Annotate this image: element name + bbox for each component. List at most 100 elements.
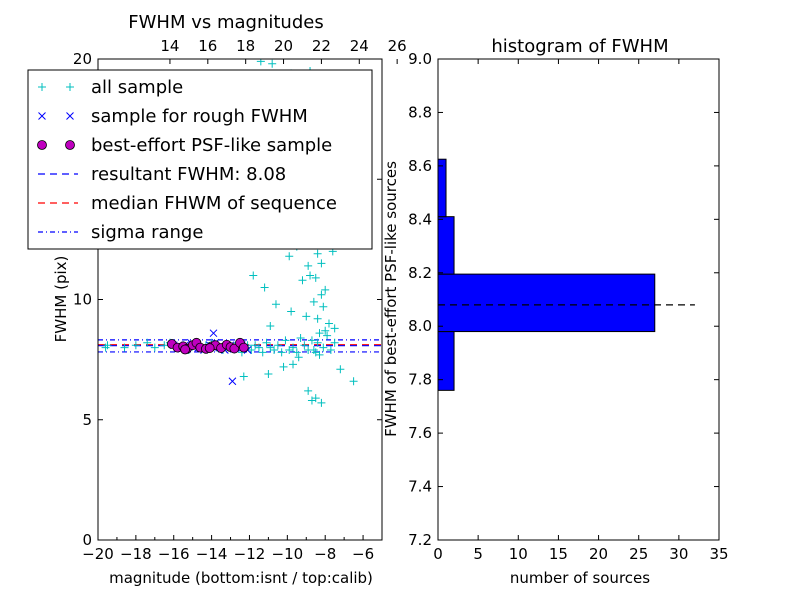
scatter-y-axis-label: FWHM (pix) (52, 256, 70, 343)
scatter-point (296, 333, 305, 342)
scatter-y-tick-label: 20 (73, 50, 92, 68)
scatter-point (324, 319, 333, 328)
histogram-x-tick-label: 15 (549, 545, 568, 563)
scatter-point (330, 324, 339, 333)
scatter-point (309, 297, 318, 306)
histogram-x-tick-label: 20 (589, 545, 608, 563)
legend-label: sample for rough FWHM (91, 106, 308, 127)
scatter-x-tick-label: −18 (120, 545, 152, 563)
scatter-point (300, 341, 309, 350)
legend-label: best-effort PSF-like sample (91, 135, 332, 156)
scatter-point (266, 321, 275, 330)
scatter-point (319, 302, 328, 311)
histogram-y-tick-label: 8.0 (408, 317, 432, 335)
scatter-x-tick-label: −16 (158, 545, 190, 563)
histogram-x-tick-label: 5 (473, 545, 483, 563)
histogram-x-tick-label: 10 (509, 545, 528, 563)
scatter-top-tick-label: 26 (388, 37, 407, 55)
scatter-x-tick-label: −6 (352, 545, 374, 563)
scatter-top-tick-label: 24 (350, 37, 369, 55)
scatter-point (294, 353, 303, 362)
legend-marker (66, 112, 74, 120)
scatter-point (313, 314, 322, 323)
histogram-bar (437, 216, 455, 275)
scatter-point (289, 343, 298, 352)
histogram-marks (437, 158, 695, 391)
scatter-point (304, 386, 313, 395)
legend-marker (37, 140, 47, 150)
scatter-x-tick-label: −10 (272, 545, 304, 563)
legend-marker (38, 83, 46, 91)
histogram-x-axis-label: number of sources (510, 569, 650, 587)
legend-marker (38, 112, 46, 120)
scatter-point (143, 338, 152, 347)
histogram-bar (437, 273, 656, 333)
scatter-top-tick-label: 20 (274, 37, 293, 55)
scatter-point (160, 341, 169, 350)
scatter-point (249, 271, 258, 280)
scatter-point (349, 377, 358, 386)
legend-label: all sample (91, 77, 183, 98)
histogram-y-tick-label: 7.4 (408, 478, 432, 496)
scatter-point (326, 346, 335, 355)
scatter-point (238, 342, 249, 353)
scatter-point (273, 341, 282, 350)
histogram-x-tick-label: 25 (629, 545, 648, 563)
scatter-point (268, 59, 277, 68)
scatter-point (247, 346, 256, 355)
histogram-y-tick-label: 8.8 (408, 103, 432, 121)
scatter-x-tick-label: −12 (234, 545, 266, 563)
legend-box (27, 69, 373, 250)
histogram-y-tick-label: 8.4 (408, 210, 432, 228)
scatter-panel: FWHM vs magnitudes −20 −18 −16 −14 −12 −10 −8−… (27, 12, 407, 587)
scatter-point (298, 276, 307, 285)
scatter-x-axis-label: magnitude (bottom:isnt / top:calib) (109, 569, 373, 587)
scatter-point (306, 271, 315, 280)
scatter-point (229, 343, 240, 354)
scatter-point (313, 249, 322, 258)
scatter-point (279, 362, 288, 371)
legend-label: resultant FWHM: 8.08 (91, 164, 286, 185)
legend-marker (66, 83, 74, 91)
scatter-point (254, 343, 263, 352)
scatter-point (287, 307, 296, 316)
scatter-top-tick-label: 22 (312, 37, 331, 55)
scatter-point (311, 273, 320, 282)
scatter-y-tick-label: 0 (82, 531, 92, 549)
scatter-x-tick-label: −14 (196, 545, 228, 563)
scatter-point (313, 338, 322, 347)
scatter-point (204, 343, 215, 353)
scatter-point (103, 341, 112, 350)
scatter-series-2 (166, 337, 249, 355)
scatter-y-tick-label: 5 (82, 411, 92, 429)
histogram-bar (437, 158, 447, 218)
scatter-point (289, 360, 298, 369)
scatter-point (209, 329, 218, 338)
scatter-point (258, 348, 267, 357)
histogram-x-tick-label: 0 (433, 545, 443, 563)
histogram-x-tick-label: 35 (709, 545, 728, 563)
scatter-point (302, 312, 311, 321)
histogram-axes: 0 5 10 15 20 25 30 35 7.2 7.4 7.6 7.8 8.0 8.2 8.4 8.6 8.… (408, 50, 728, 563)
scatter-point (281, 336, 290, 345)
legend-marker (65, 140, 75, 150)
histogram-panel: histogram of FWHM 0 5 10 15 20 25 30 35 7.2 7.4 7.… (382, 36, 729, 587)
scatter-x-tick-label: −8 (314, 545, 336, 563)
scatter-point (292, 348, 301, 357)
scatter-point (304, 261, 313, 270)
scatter-point (239, 372, 248, 381)
histogram-bar (437, 331, 455, 391)
scatter-point (319, 343, 328, 352)
scatter-point (315, 350, 324, 359)
histogram-x-tick-label: 30 (669, 545, 688, 563)
scatter-point (321, 326, 330, 335)
scatter-x-tick-label: −20 (82, 545, 114, 563)
scatter-point (270, 346, 279, 355)
histogram-y-tick-label: 7.6 (408, 424, 432, 442)
scatter-point (317, 290, 326, 299)
histogram-title: histogram of FWHM (491, 36, 668, 57)
histogram-y-tick-label: 8.2 (408, 264, 432, 282)
scatter-point (317, 259, 326, 268)
histogram-y-tick-label: 9.0 (408, 50, 432, 68)
